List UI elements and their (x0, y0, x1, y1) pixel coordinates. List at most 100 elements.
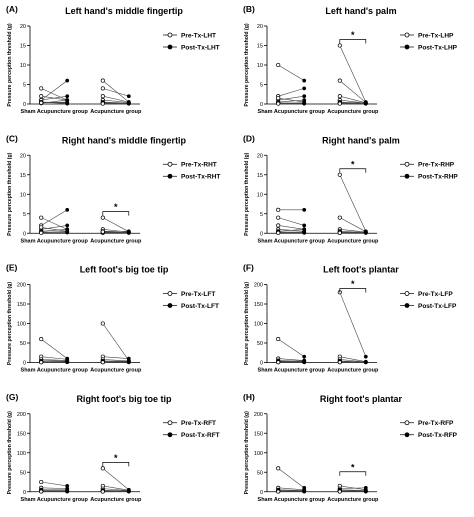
y-tick-label: 10 (20, 192, 26, 198)
legend-label: Post-Tx-LFP (418, 303, 457, 310)
significance-star: * (351, 279, 355, 289)
pair-line (41, 217, 68, 230)
pre-tx-point (100, 101, 105, 106)
pre-tx-point (276, 207, 281, 212)
post-tx-point (363, 230, 368, 235)
post-tx-point (65, 223, 70, 228)
pair-line (339, 101, 366, 104)
significance-bracket (339, 288, 367, 293)
post-tx-point (126, 94, 131, 99)
y-tick-label: 0 (23, 361, 26, 367)
pair-line (102, 88, 129, 97)
y-tick-label: 5 (260, 212, 263, 218)
legend-marker (404, 420, 410, 426)
legend-label: Pre-Tx-RHP (418, 162, 455, 169)
legend-label: Post-Tx-RHP (418, 174, 458, 181)
y-tick-label: 200 (17, 283, 26, 289)
y-tick-label: 150 (17, 431, 26, 437)
post-tx-point (65, 78, 70, 83)
pre-tx-point (337, 101, 342, 106)
pair-line (278, 88, 305, 97)
chart-title: Left foot's plantar (323, 265, 399, 275)
y-axis-label: Pressure perception threshold (g) (244, 23, 250, 107)
y-tick-label: 15 (257, 44, 263, 50)
chart-panel-f: (F) Left foot's plantar Pressure perceptio… (243, 263, 457, 374)
y-tick-label: 150 (254, 431, 263, 437)
pre-tx-point (100, 360, 105, 365)
pre-tx-point (39, 86, 44, 91)
panel-label: (C) (6, 133, 18, 143)
y-tick-label: 15 (257, 173, 263, 179)
post-tx-point (302, 86, 307, 91)
pair-line (278, 225, 305, 230)
chart-panel-g: (G) Right foot's big toe tip Pressure perc… (6, 392, 220, 503)
y-tick-label: 10 (20, 63, 26, 69)
pre-tx-point (337, 230, 342, 235)
y-axis-label: Pressure perception threshold (g) (244, 282, 250, 366)
pair-line (339, 487, 366, 489)
pair-line (41, 481, 68, 487)
pair-line (339, 99, 366, 104)
legend-label: Pre-Tx-RFT (181, 420, 216, 427)
legend-marker (167, 44, 173, 50)
legend-marker (167, 161, 173, 167)
post-tx-point (302, 230, 307, 235)
pair-line (41, 101, 68, 104)
x-tick-label: Sham Acupuncture group (258, 368, 326, 374)
legend-marker (167, 291, 173, 296)
chart-title: Left hand's palm (325, 6, 396, 16)
pre-tx-point (337, 43, 342, 48)
legend-marker (404, 173, 410, 179)
pair-line (41, 229, 68, 232)
pair-line (102, 80, 129, 103)
pre-tx-point (337, 360, 342, 365)
x-tick-label: Acupuncture group (90, 109, 142, 115)
x-tick-label: Acupuncture group (327, 238, 379, 244)
pre-tx-point (100, 321, 105, 326)
pre-tx-point (276, 489, 281, 494)
pre-tx-point (100, 215, 105, 220)
pair-line (41, 80, 68, 101)
legend-label: Post-Tx-LFT (181, 303, 219, 310)
pre-tx-point (276, 360, 281, 365)
y-tick-label: 200 (17, 412, 26, 418)
y-tick-label: 5 (260, 83, 263, 89)
post-tx-point (65, 489, 70, 494)
pre-tx-point (100, 94, 105, 99)
y-tick-label: 20 (20, 24, 26, 30)
y-tick-label: 0 (260, 231, 263, 237)
chart-title: Right foot's plantar (320, 394, 403, 404)
significance-star: * (351, 159, 355, 169)
y-tick-label: 20 (257, 24, 263, 30)
legend-label: Pre-Tx-LFP (418, 291, 453, 298)
pair-line (102, 468, 129, 491)
pre-tx-point (276, 215, 281, 220)
chart-panel-a: (A) Left hand's middle fingertip Pressure … (6, 4, 220, 115)
pre-tx-point (100, 86, 105, 91)
significance-star: * (351, 30, 355, 40)
legend-marker (404, 32, 410, 38)
pre-tx-point (100, 229, 105, 234)
pair-line (278, 487, 305, 491)
x-tick-label: Sham Acupuncture group (21, 109, 89, 115)
post-tx-point (363, 360, 368, 365)
pair-line (102, 359, 129, 362)
chart-panel-d: (D) Right hand's palm Pressure perception … (243, 133, 458, 244)
y-tick-label: 150 (254, 302, 263, 308)
pair-line (278, 229, 305, 232)
legend-marker (404, 161, 410, 167)
pair-line (339, 489, 366, 491)
post-tx-point (302, 360, 307, 365)
post-tx-point (302, 78, 307, 83)
y-tick-label: 100 (254, 322, 263, 328)
x-tick-label: Sham Acupuncture group (258, 238, 326, 244)
y-tick-label: 100 (254, 451, 263, 457)
legend-label: Post-Tx-RFP (418, 432, 458, 439)
post-tx-point (302, 489, 307, 494)
post-tx-point (65, 207, 70, 212)
pair-line (278, 97, 305, 103)
post-tx-point (126, 101, 131, 106)
x-tick-label: Acupuncture group (327, 109, 379, 115)
pair-line (278, 489, 305, 491)
